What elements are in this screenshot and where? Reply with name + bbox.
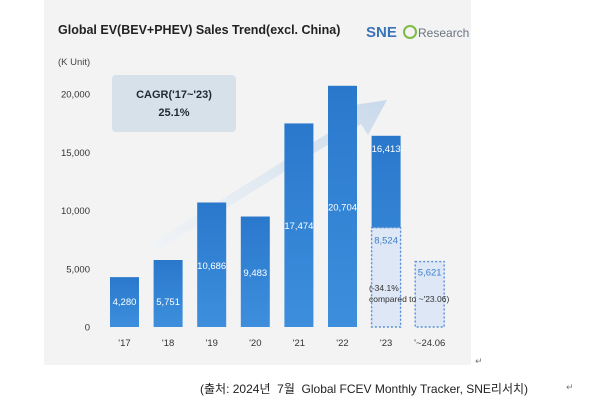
annotation-line-2: compared to ~'23.06) (369, 294, 449, 304)
cagr-value: 25.1% (158, 107, 189, 119)
x-tick-label: '17 (118, 338, 130, 349)
x-tick-label: '~24.06 (414, 338, 445, 349)
logo-ring-icon (403, 25, 417, 39)
bar-value-label: 17,474 (284, 221, 313, 232)
annotation-line-1: (-34.1% (369, 283, 399, 293)
bar-value-label: 5,621 (418, 268, 442, 279)
bar (328, 85, 357, 327)
logo-text: Research (418, 26, 469, 40)
bars: 4,280 5,751 10,686 9,483 17,474 20,704 16,413 5… (110, 85, 445, 328)
y-tick-label: 10,000 (61, 206, 90, 217)
bar-value-label: 4,280 (113, 297, 137, 308)
x-tick-label: '22 (336, 338, 348, 349)
logo-brand: SNE (366, 24, 397, 41)
chart: Global EV(BEV+PHEV) Sales Trend(excl. Ch… (58, 23, 469, 349)
y-tick-label: 20,000 (61, 90, 90, 101)
y-tick-label: 0 (85, 323, 90, 334)
bar-value-label: 5,751 (156, 297, 180, 308)
cagr-box: CAGR('17~'23) 25.1% (112, 75, 236, 132)
return-mark-2: ↵ (566, 382, 574, 392)
bar-partial-2023 (370, 226, 402, 328)
cagr-label: CAGR('17~'23) (136, 89, 212, 101)
chart-card: Global EV(BEV+PHEV) Sales Trend(excl. Ch… (44, 0, 471, 365)
x-axis: '17 '18 '19 '20 '21 '22 '23 '~24.06 (118, 338, 445, 349)
decline-annotation: (-34.1% compared to ~'23.06) (369, 283, 449, 304)
bar (414, 260, 445, 328)
x-tick-label: '18 (162, 338, 174, 349)
x-tick-label: '21 (293, 338, 305, 349)
bar-value-label: 9,483 (243, 268, 267, 279)
bar (110, 277, 139, 327)
bar-partial-2023-label: 8,524 (374, 236, 398, 247)
return-mark-1: ↵ (475, 356, 483, 366)
sne-logo: SNE Research (366, 24, 469, 41)
y-tick-label: 5,000 (66, 264, 90, 275)
x-tick-label: '19 (206, 338, 218, 349)
bar (240, 216, 270, 327)
x-tick-label: '23 (380, 338, 392, 349)
x-tick-label: '20 (249, 338, 261, 349)
bar-value-label: 16,413 (372, 144, 401, 155)
source-caption: (출처: 2024년 7월 Global FCEV Monthly Tracke… (200, 382, 529, 396)
chart-title: Global EV(BEV+PHEV) Sales Trend(excl. Ch… (58, 23, 340, 37)
y-tick-label: 15,000 (61, 148, 90, 159)
bar-value-label: 10,686 (197, 261, 226, 272)
unit-label: (K Unit) (58, 57, 90, 68)
y-axis: 0 5,000 10,000 15,000 20,000 (61, 90, 90, 334)
bar-value-label: 20,704 (328, 202, 357, 213)
bar (153, 260, 183, 327)
bar (197, 202, 227, 327)
cagr-box-bg (112, 75, 236, 132)
bar (284, 123, 314, 327)
